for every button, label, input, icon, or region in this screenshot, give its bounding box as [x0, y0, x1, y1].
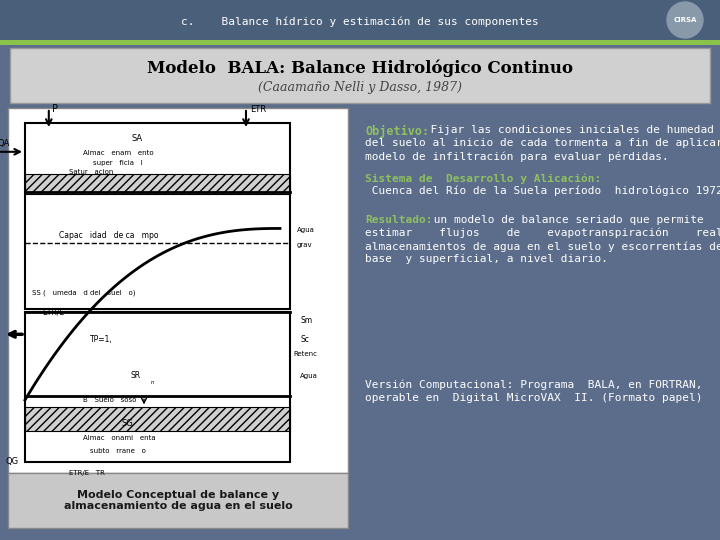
Text: operable en  Digital MicroVAX  II. (Formato papel): operable en Digital MicroVAX II. (Format… [365, 393, 703, 403]
Text: P: P [52, 104, 58, 114]
Text: Agua: Agua [297, 227, 315, 233]
Text: SG: SG [121, 418, 133, 428]
Circle shape [667, 2, 703, 38]
Text: ETR/E: ETR/E [42, 307, 64, 316]
Text: subto   rrane   o: subto rrane o [89, 448, 145, 454]
Text: estimar    flujos    de    evapotranspiración    real,: estimar flujos de evapotranspiración rea… [365, 228, 720, 239]
Text: ETR/E   TR: ETR/E TR [69, 470, 105, 476]
Text: Retenc: Retenc [294, 351, 318, 357]
Text: QG: QG [5, 457, 18, 466]
Text: B   Suelo   soso: B Suelo soso [83, 397, 136, 403]
Text: Sistema de  Desarrollo y Alicación:: Sistema de Desarrollo y Alicación: [365, 173, 601, 184]
Text: c.    Balance hídrico y estimación de sus componentes: c. Balance hídrico y estimación de sus c… [181, 17, 539, 27]
Text: Resultado:: Resultado: [365, 215, 433, 225]
Text: super   ficia   l: super ficia l [93, 160, 143, 166]
Bar [25, 407, 290, 431]
Text: almacenamientos de agua en el suelo y escorrentías de: almacenamientos de agua en el suelo y es… [365, 241, 720, 252]
Text: (Caaamaño Nelli y Dasso, 1987): (Caaamaño Nelli y Dasso, 1987) [258, 82, 462, 94]
Text: SS (   umeda   d del   suel   o): SS ( umeda d del suel o) [32, 289, 135, 295]
FancyBboxPatch shape [8, 473, 348, 528]
Text: grav: grav [297, 242, 312, 248]
Text: Sc: Sc [300, 335, 310, 343]
Text: Modelo  BALA: Balance Hidrológico Continuo: Modelo BALA: Balance Hidrológico Continu… [147, 59, 573, 77]
Text: SR: SR [130, 371, 140, 380]
Text: base  y superficial, a nivel diario.: base y superficial, a nivel diario. [365, 254, 608, 264]
Text: ETR: ETR [250, 105, 266, 114]
Text: Almac   onami   enta: Almac onami enta [83, 435, 156, 441]
Text: n: n [150, 380, 154, 384]
Text: TP=1,: TP=1, [89, 335, 112, 343]
Bar [25, 123, 290, 309]
Bar [25, 313, 290, 462]
Text: del suelo al inicio de cada tormenta a fin de aplicar un: del suelo al inicio de cada tormenta a f… [365, 138, 720, 148]
Text: CIRSA: CIRSA [673, 17, 697, 23]
Text: Fijar las condiciones iniciales de humedad: Fijar las condiciones iniciales de humed… [417, 125, 714, 135]
Text: Modelo Conceptual de balance y
almacenamiento de agua en el suelo: Modelo Conceptual de balance y almacenam… [63, 490, 292, 511]
FancyBboxPatch shape [10, 48, 710, 103]
FancyBboxPatch shape [0, 0, 720, 42]
Text: Almac   enam   ento: Almac enam ento [83, 151, 153, 157]
Text: Objetivo:: Objetivo: [365, 125, 429, 138]
Text: Agua: Agua [300, 373, 318, 379]
Text: Sm: Sm [300, 316, 312, 325]
Text: Versión Computacional: Programa  BALA, en FORTRAN,: Versión Computacional: Programa BALA, en… [365, 380, 703, 390]
Text: modelo de infiltración para evaluar pérdidas.: modelo de infiltración para evaluar pérd… [365, 151, 669, 161]
Text: Capac   idad   de ca   mpo: Capac idad de ca mpo [59, 231, 158, 240]
Text: Cuenca del Río de la Suela período  hidrológico 1972/73: Cuenca del Río de la Suela período hidro… [365, 186, 720, 197]
Text: SA: SA [132, 134, 143, 143]
Text: QA: QA [0, 139, 10, 148]
Bar [25, 174, 290, 194]
Text: un modelo de balance seriado que permite: un modelo de balance seriado que permite [427, 215, 703, 225]
Bar [8, 108, 348, 473]
Bar [0, 40, 720, 45]
Text: Satur   acion: Satur acion [69, 168, 114, 175]
